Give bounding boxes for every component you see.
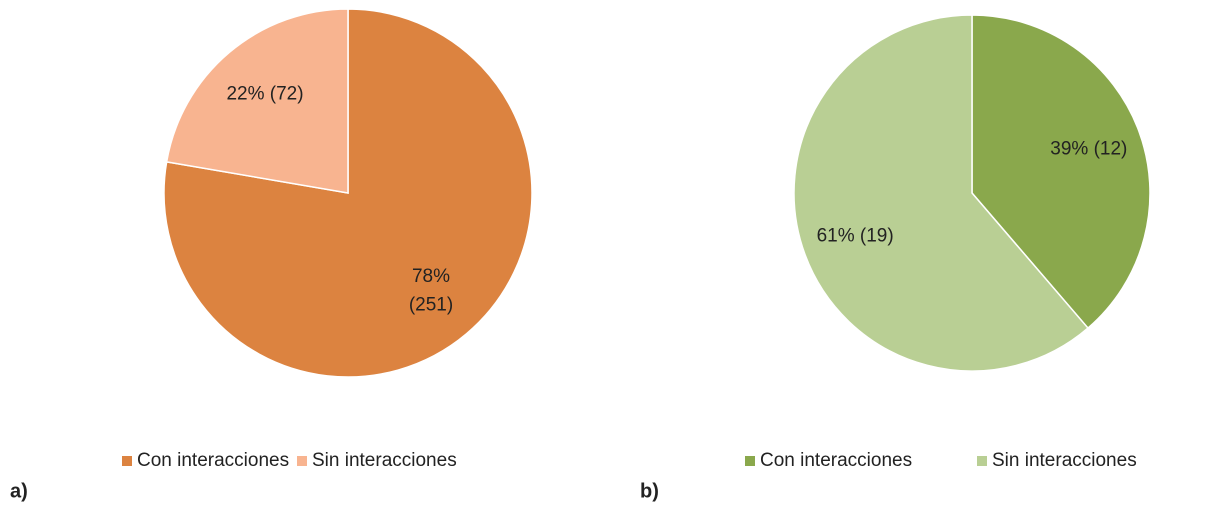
legend-label: Con interacciones: [137, 450, 289, 471]
legend-label: Sin interacciones: [312, 450, 457, 471]
pie-slice: [163, 8, 533, 378]
panel-label: a): [10, 480, 28, 502]
legend-swatch: [297, 456, 307, 466]
legend-swatch: [122, 456, 132, 466]
panel-label: b): [640, 480, 659, 502]
pie-slice: [793, 14, 1089, 372]
legend-label: Con interacciones: [760, 450, 912, 471]
pie-slice: [971, 14, 1151, 330]
legend-swatch: [745, 456, 755, 466]
legend-label: Sin interacciones: [992, 450, 1137, 471]
slice-label: 39% (12): [1050, 139, 1127, 160]
slice-label: 61% (19): [817, 225, 894, 246]
slice-label: 22% (72): [226, 84, 303, 105]
slice-label: 78% (251): [409, 266, 453, 316]
legend-swatch: [977, 456, 987, 466]
pie-slice: [165, 8, 349, 194]
